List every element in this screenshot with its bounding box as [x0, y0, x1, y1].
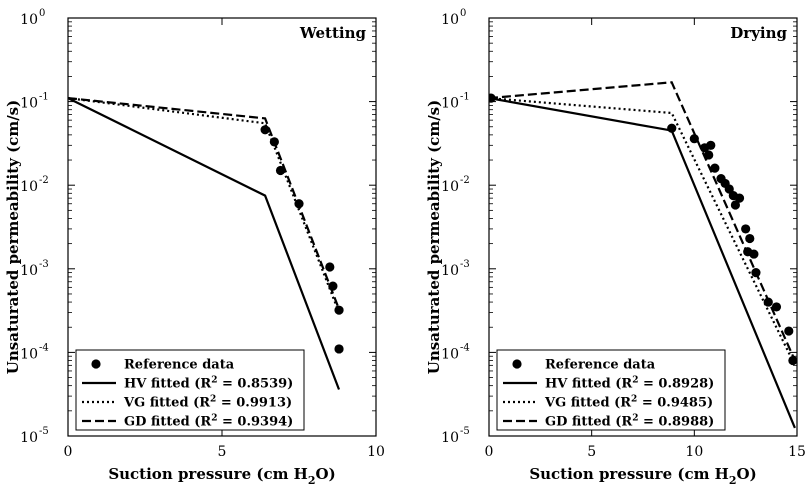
series-line-solid	[68, 97, 341, 390]
y-tick-label: 10	[441, 179, 459, 195]
series-line-dashed	[68, 97, 341, 310]
legend-marker-reference	[91, 359, 101, 369]
legend-label: GD fitted (R2 = 0.8988)	[545, 414, 714, 430]
y-tick-label: 10	[441, 346, 459, 362]
legend-box	[75, 349, 305, 431]
reference-data-point	[734, 193, 745, 203]
reference-data-point	[325, 262, 335, 272]
y-tick-exponent: -3	[39, 259, 49, 270]
legend-label: HV fitted (R2 = 0.8928)	[545, 376, 714, 392]
y-axis-label: Unsaturated permeability (cm/s)	[4, 100, 22, 374]
y-tick-label: 10	[20, 346, 38, 362]
reference-data-point	[260, 125, 270, 135]
y-tick-label: 10	[20, 96, 38, 112]
y-tick-exponent: -2	[39, 175, 49, 186]
reference-data-point	[269, 137, 279, 147]
legend-label: Reference data	[545, 358, 656, 373]
reference-data-point	[704, 150, 714, 160]
series-line-dashed	[489, 81, 796, 361]
legend-marker-reference	[512, 359, 522, 369]
x-tick-label: 5	[587, 444, 596, 460]
y-tick-exponent: 0	[460, 8, 466, 19]
legend-label: Reference data	[124, 358, 235, 373]
reference-data-point	[334, 305, 344, 315]
reference-data-point	[724, 184, 734, 194]
x-tick-label: 0	[64, 444, 73, 460]
reference-data-point	[751, 268, 761, 278]
y-tick-label: 10	[20, 430, 38, 446]
y-tick-label: 10	[441, 430, 459, 446]
y-tick-label: 10	[20, 263, 38, 279]
series-line-dotted	[68, 97, 341, 313]
panel-title: Wetting	[299, 24, 367, 42]
legend: Reference data HV fitted (R2 = 0.8539) VG …	[75, 349, 305, 431]
reference-data-point	[706, 140, 716, 150]
series-line-dotted	[489, 97, 796, 366]
y-tick-exponent: -1	[460, 92, 470, 103]
reference-data-point	[741, 224, 751, 234]
x-tick-label: 10	[367, 444, 385, 460]
y-tick-exponent: -5	[39, 426, 49, 437]
reference-data-point	[784, 326, 794, 336]
legend-label: VG fitted (R2 = 0.9485)	[544, 395, 713, 411]
legend-box	[496, 349, 726, 431]
reference-data-point	[667, 123, 677, 133]
y-tick-exponent: -4	[39, 342, 49, 353]
data-layer	[489, 81, 797, 429]
reference-data-point	[763, 297, 773, 307]
x-tick-label: 10	[685, 444, 703, 460]
y-tick-label: 10	[441, 263, 459, 279]
legend-label: GD fitted (R2 = 0.9394)	[124, 414, 293, 430]
panel-title: Drying	[730, 24, 787, 42]
y-tick-exponent: -1	[39, 92, 49, 103]
legend-label: HV fitted (R2 = 0.8539)	[124, 376, 293, 392]
plot-frame	[488, 17, 798, 437]
reference-data-point	[294, 199, 304, 209]
reference-data-point	[749, 249, 759, 259]
reference-data-point	[334, 344, 344, 354]
reference-data-point	[788, 355, 797, 366]
y-tick-exponent: 0	[39, 8, 45, 19]
y-tick-label: 10	[441, 12, 459, 28]
reference-data-point	[275, 165, 286, 176]
y-tick-exponent: -5	[460, 426, 470, 437]
x-tick-label: 5	[218, 444, 227, 460]
y-tick-label: 10	[20, 179, 38, 195]
x-tick-label: 0	[485, 444, 494, 460]
reference-data-point	[489, 93, 496, 103]
y-tick-exponent: -2	[460, 175, 470, 186]
y-tick-label: 10	[441, 96, 459, 112]
reference-data-point	[745, 233, 755, 244]
x-axis-label: Suction pressure (cm H2O)	[108, 465, 335, 484]
y-axis-label: Unsaturated permeability (cm/s)	[425, 100, 443, 374]
legend-label: VG fitted (R2 = 0.9913)	[123, 395, 292, 411]
x-tick-label: 15	[788, 444, 806, 460]
reference-data-point	[730, 200, 741, 210]
reference-data-point	[771, 302, 782, 312]
reference-data-point	[328, 281, 338, 291]
y-tick-exponent: -4	[460, 342, 470, 353]
y-tick-exponent: -3	[460, 259, 470, 270]
y-tick-label: 10	[20, 12, 38, 28]
x-axis-label: Suction pressure (cm H2O)	[529, 465, 756, 484]
reference-data-point	[689, 134, 699, 144]
reference-data-point	[710, 163, 720, 173]
legend: Reference data HV fitted (R2 = 0.8928) VG …	[496, 349, 726, 431]
data-layer	[68, 97, 344, 390]
